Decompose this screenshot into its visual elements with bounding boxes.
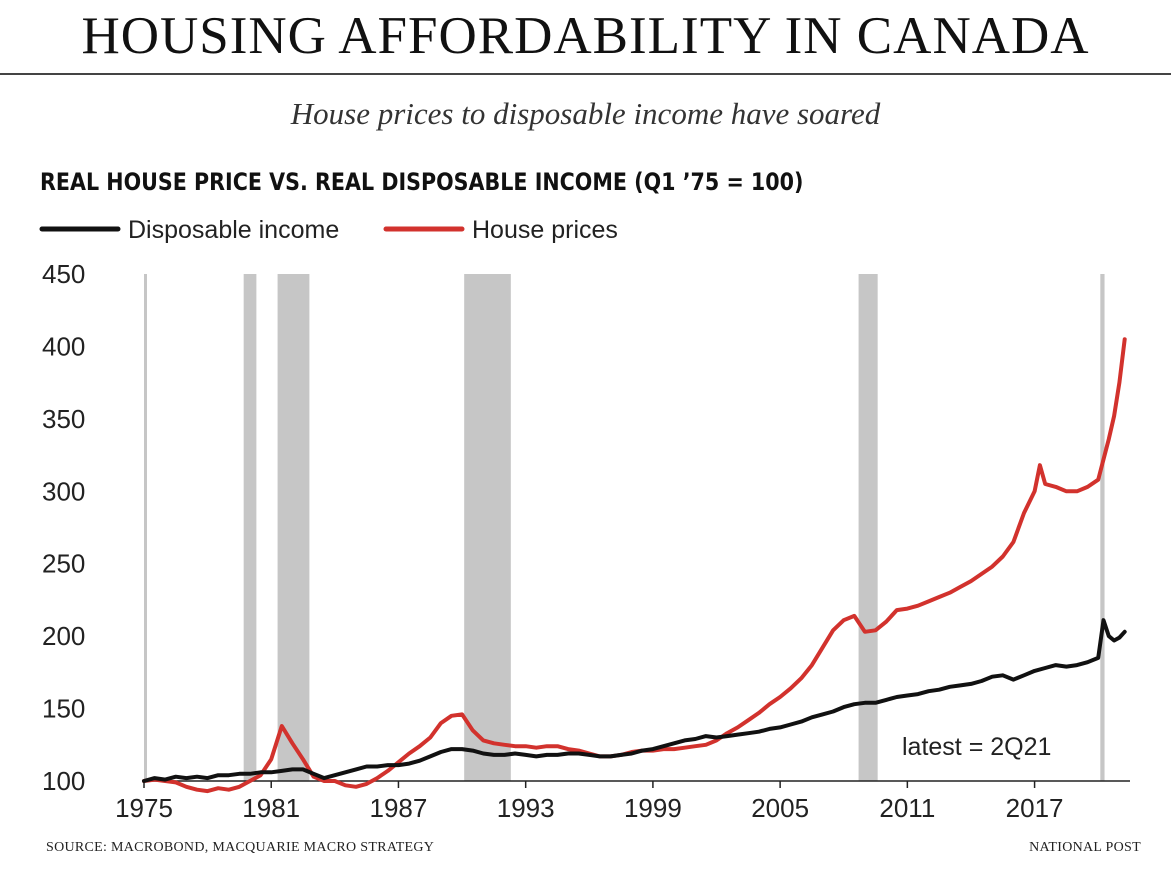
page-subtitle: House prices to disposable income have s… xyxy=(290,96,881,131)
series-lines xyxy=(142,337,1127,794)
publisher-credit: NATIONAL POST xyxy=(1029,840,1141,855)
recession-band xyxy=(243,274,257,781)
latest-annotation: latest = 2Q21 xyxy=(902,733,1051,761)
disposable-income-line xyxy=(142,618,1127,783)
y-tick-label: 250 xyxy=(42,549,85,579)
y-tick-label: 200 xyxy=(42,621,85,651)
y-tick-label: 300 xyxy=(42,476,85,506)
recession-band xyxy=(464,274,511,781)
legend-label: Disposable income xyxy=(128,216,339,244)
x-tick-label: 1987 xyxy=(370,793,428,823)
x-tick-label: 1999 xyxy=(624,793,682,823)
recession-band xyxy=(858,274,878,781)
y-tick-label: 400 xyxy=(42,331,85,361)
y-tick-label: 350 xyxy=(42,404,85,434)
x-tick-label: 2011 xyxy=(879,793,935,823)
recession-band xyxy=(144,274,147,781)
legend: Disposable income House prices xyxy=(39,216,618,244)
recession-shading xyxy=(144,274,1105,781)
x-tick-label: 1993 xyxy=(497,793,555,823)
chart-title: REAL HOUSE PRICE VS. REAL DISPOSABLE INC… xyxy=(40,168,804,196)
x-tick-label: 1975 xyxy=(115,793,173,823)
axes: 100 150 200 250 300 350 400 450 1975 1981 1987 1993… xyxy=(42,259,1130,823)
source-note: SOURCE: MACROBOND, MACQUARIE MACRO STRAT… xyxy=(46,840,435,855)
y-tick-label: 150 xyxy=(42,694,85,724)
page-title: HOUSING AFFORDABILITY IN CANADA xyxy=(81,7,1090,65)
y-tick-label: 450 xyxy=(42,259,85,289)
title-divider xyxy=(0,73,1171,75)
annotations: latest = 2Q21 xyxy=(902,733,1051,761)
x-tick-label: 2017 xyxy=(1006,793,1064,823)
y-tick-label: 100 xyxy=(42,766,85,796)
recession-band xyxy=(277,274,310,781)
x-tick-label: 1981 xyxy=(242,793,300,823)
recession-band xyxy=(1100,274,1105,781)
x-tick-label: 2005 xyxy=(751,793,809,823)
legend-label: House prices xyxy=(472,216,618,244)
